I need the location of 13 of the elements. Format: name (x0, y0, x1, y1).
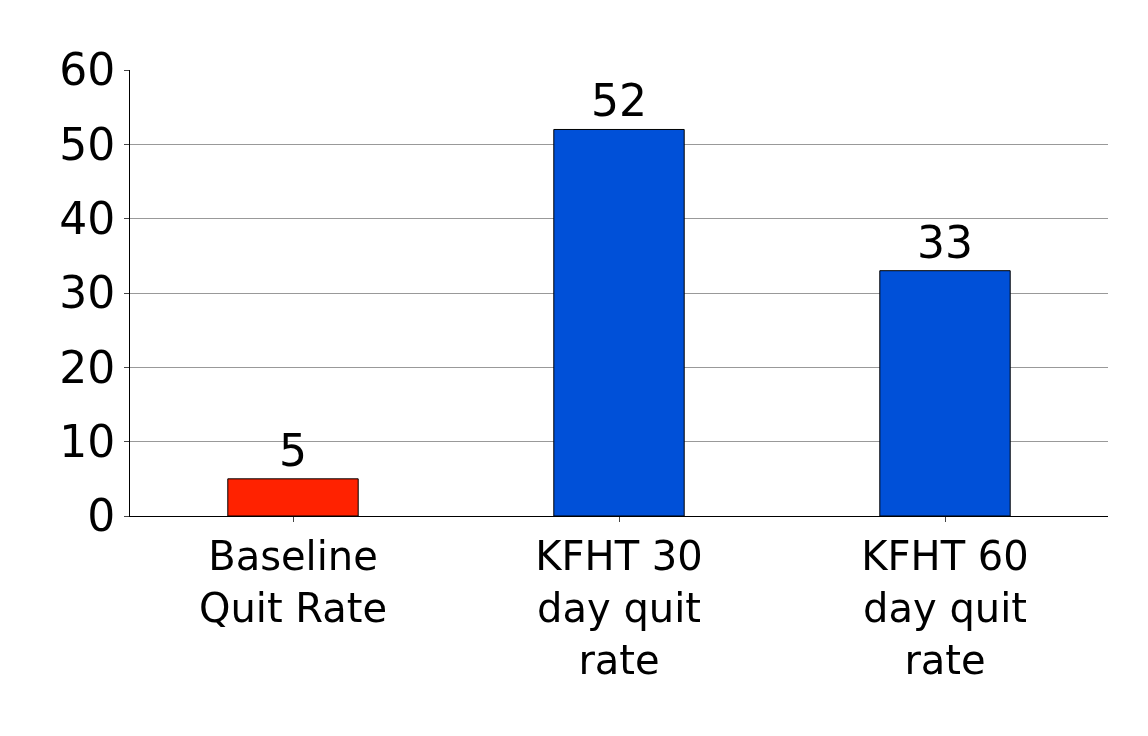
y-tick-label: 0 (87, 490, 116, 542)
x-tick-label: Baseline Quit Rate (198, 533, 388, 631)
y-tick-label: 40 (59, 193, 116, 245)
x-tick-label: KFHT 60 day quit rate (861, 533, 1029, 683)
x-tick-label: KFHT 30 day quit rate (535, 533, 703, 683)
data-label: 5 (279, 424, 307, 476)
y-tick-label: 50 (59, 118, 116, 170)
y-tick-label: 30 (59, 267, 116, 319)
y-tick-label: 20 (59, 341, 116, 393)
y-tick-label: 10 (59, 416, 116, 468)
data-label: 33 (917, 216, 973, 268)
data-label: 52 (591, 75, 647, 127)
y-tick-label: 60 (59, 44, 116, 96)
